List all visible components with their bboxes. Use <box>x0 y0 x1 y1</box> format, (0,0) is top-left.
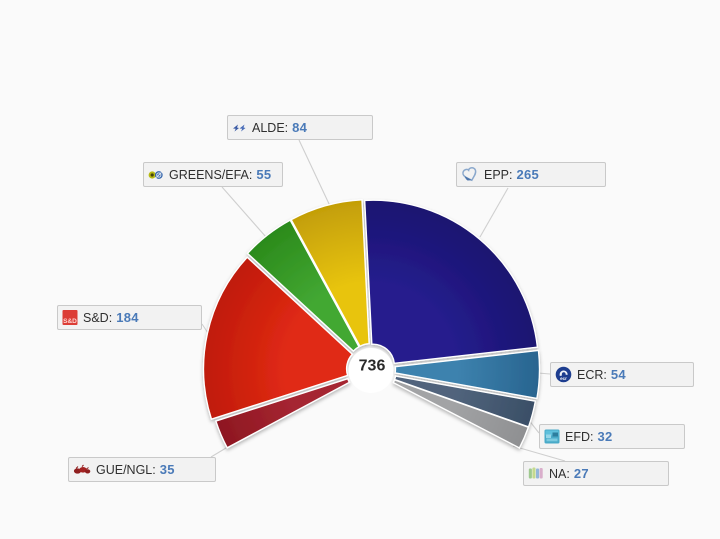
svg-text:736: 736 <box>359 358 386 375</box>
svg-text:ecr: ecr <box>560 376 567 381</box>
svg-text:S&D: S&D <box>63 318 77 325</box>
